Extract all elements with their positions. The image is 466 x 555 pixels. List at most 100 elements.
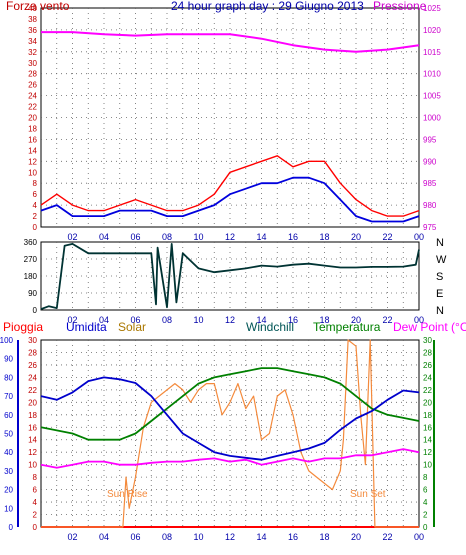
direction-y-tick: 180	[24, 272, 38, 281]
x-tick-label: 10	[193, 232, 203, 242]
pressure-y-tick: 985	[423, 179, 437, 188]
rain-y-tick: 14	[28, 436, 37, 445]
wind-y-tick: 24	[28, 92, 37, 101]
temperature-y-tick: 6	[423, 486, 428, 495]
pressure-y-tick: 980	[423, 201, 437, 210]
compass-label: W	[436, 254, 447, 266]
temperature-y-tick: 24	[423, 373, 432, 382]
solar-series	[41, 339, 419, 528]
wind-y-tick: 26	[28, 81, 37, 90]
x-tick-label: 14	[256, 232, 266, 242]
humidity-header: Umidita	[66, 320, 107, 334]
x-tick-label: 18	[319, 532, 329, 542]
temperature-y-tick: 12	[423, 448, 432, 457]
wind-y-tick: 14	[28, 146, 37, 155]
rain-y-tick: 20	[28, 398, 37, 407]
compass-label: S	[436, 271, 443, 283]
wind-y-tick: 10	[28, 168, 37, 177]
humidity-y-tick: 40	[4, 448, 13, 457]
wind-y-tick: 16	[28, 135, 37, 144]
x-tick-label: 06	[130, 315, 140, 325]
graph-title: 24 hour graph day : 29 Giugno 2013	[171, 0, 364, 13]
x-tick-label: 22	[382, 532, 392, 542]
rain-y-tick: 18	[28, 411, 37, 420]
sunset-label: Sun Set	[350, 489, 386, 500]
wind-y-tick: 40	[28, 4, 37, 13]
x-tick-label: 02	[67, 315, 77, 325]
wind-y-tick: 8	[33, 179, 38, 188]
x-tick-label: 02	[67, 532, 77, 542]
x-tick-label: 12	[225, 232, 235, 242]
x-tick-label: 18	[319, 315, 329, 325]
wind-y-tick: 28	[28, 70, 37, 79]
rain-y-tick: 22	[28, 386, 37, 395]
pressure-y-tick: 990	[423, 157, 437, 166]
rain-y-tick: 16	[28, 423, 37, 432]
wind-axis-title: Forza vento	[6, 0, 70, 13]
humidity-y-tick: 50	[4, 430, 13, 439]
direction-y-tick: 360	[24, 238, 38, 247]
sunrise-label: Sun Rise	[107, 489, 148, 500]
temperature-header: Temperatura	[313, 320, 381, 334]
x-tick-label: 00	[414, 232, 424, 242]
rain-y-tick: 6	[33, 486, 38, 495]
temperature-y-tick: 14	[423, 436, 432, 445]
temperature-y-tick: 22	[423, 386, 432, 395]
x-tick-label: 12	[225, 532, 235, 542]
temperature-y-tick: 4	[423, 498, 428, 507]
humidity-y-tick: 80	[4, 373, 13, 382]
x-tick-label: 14	[256, 532, 266, 542]
temperature-y-tick: 20	[423, 398, 432, 407]
rain-y-tick: 0	[33, 523, 38, 532]
wind-y-tick: 0	[33, 223, 38, 232]
rain-y-tick: 4	[33, 498, 38, 507]
x-tick-label: 08	[162, 315, 172, 325]
rain-y-tick: 10	[28, 461, 37, 470]
x-tick-label: 12	[225, 315, 235, 325]
humidity-y-tick: 90	[4, 355, 13, 364]
x-tick-label: 14	[256, 315, 266, 325]
x-tick-label: 08	[162, 232, 172, 242]
pressure-y-tick: 1020	[423, 26, 441, 35]
temperature-y-tick: 16	[423, 423, 432, 432]
rain-y-tick: 30	[28, 336, 37, 345]
wind-y-tick: 22	[28, 103, 37, 112]
dewpoint-header: Dew Point (°C)	[393, 320, 466, 334]
x-tick-label: 04	[99, 532, 109, 542]
humidity-y-tick: 100	[0, 336, 14, 345]
temperature-y-tick: 10	[423, 461, 432, 470]
x-tick-label: 10	[193, 532, 203, 542]
temperature-y-tick: 2	[423, 511, 428, 520]
x-tick-label: 20	[351, 532, 361, 542]
humidity-y-tick: 30	[4, 467, 13, 476]
temperature-y-tick: 30	[423, 336, 432, 345]
x-tick-label: 22	[382, 315, 392, 325]
direction-y-tick: 0	[33, 306, 38, 315]
humidity-y-tick: 0	[9, 523, 14, 532]
humidity-y-tick: 60	[4, 411, 13, 420]
x-tick-label: 10	[193, 315, 203, 325]
x-tick-label: 16	[288, 532, 298, 542]
pressure-y-tick: 1025	[423, 4, 441, 13]
wind-y-tick: 30	[28, 59, 37, 68]
x-tick-label: 00	[414, 315, 424, 325]
compass-label: N	[436, 237, 444, 249]
x-tick-label: 20	[351, 315, 361, 325]
rain-y-tick: 26	[28, 361, 37, 370]
windchill-header: Windchill	[246, 320, 294, 334]
x-tick-label: 16	[288, 315, 298, 325]
wind-y-tick: 6	[33, 190, 38, 199]
x-tick-label: 06	[130, 532, 140, 542]
rain-y-tick: 8	[33, 473, 38, 482]
wind-average-series	[40, 176, 420, 223]
wind-y-tick: 4	[33, 201, 38, 210]
temperature-series	[40, 367, 420, 441]
x-tick-label: 06	[130, 232, 140, 242]
compass-label: E	[436, 288, 443, 300]
x-tick-label: 18	[319, 232, 329, 242]
x-tick-label: 22	[382, 232, 392, 242]
x-tick-label: 16	[288, 232, 298, 242]
pressure-axis-title: Pressione	[373, 0, 427, 13]
wind-y-tick: 20	[28, 114, 37, 123]
pressure-y-tick: 975	[423, 223, 437, 232]
